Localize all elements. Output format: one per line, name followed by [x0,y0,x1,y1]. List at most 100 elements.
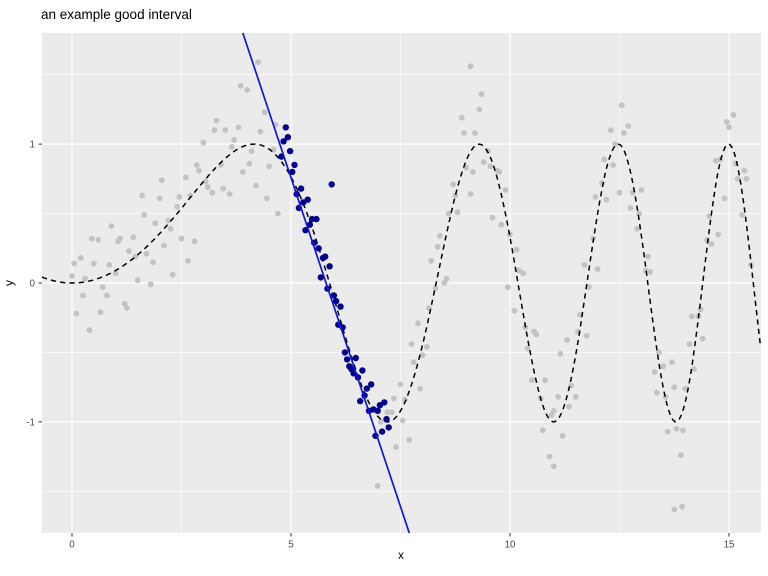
background-points [583,332,590,339]
background-points [721,195,728,202]
background-points [80,292,86,299]
background-points [603,196,610,203]
interval-points [374,407,381,414]
background-points [502,187,509,193]
background-points [176,194,183,200]
background-points [662,394,669,400]
background-points [169,271,176,278]
background-points [478,91,485,97]
background-points [220,185,227,192]
background-points [419,352,426,359]
background-points [504,284,511,291]
background-points [402,396,408,403]
interval-points [317,274,324,281]
background-points [71,260,78,267]
background-points [458,114,465,121]
background-points [428,257,435,264]
background-points [529,377,535,384]
background-points [191,238,198,245]
background-points [686,341,693,347]
background-points [636,210,643,217]
background-points [69,273,75,279]
background-points [415,320,421,327]
background-points [452,192,459,199]
background-points [86,327,93,334]
background-points [410,359,417,366]
background-points [185,257,192,264]
x-tick-label: 0 [69,540,75,551]
background-points [443,275,450,282]
background-points [647,269,654,275]
background-points [134,277,141,284]
background-points [642,267,649,274]
interval-points [363,385,370,392]
background-points [156,195,163,202]
axis-ticks: 0 5 10 15 -1 0 1 [26,140,735,551]
background-points [723,119,730,125]
background-points [612,141,618,148]
background-points [384,409,391,416]
background-points [542,377,548,384]
background-points [88,235,95,242]
background-points [515,267,522,274]
background-points [467,63,474,70]
background-points [469,169,476,175]
background-points [141,212,148,218]
background-points [548,412,555,418]
background-points [616,189,623,196]
interval-points [326,263,333,270]
background-points [73,310,80,317]
background-points [161,242,167,249]
background-points [651,369,658,375]
background-points [244,87,251,93]
interval-points [381,399,388,406]
background-points [130,234,137,241]
background-points [450,181,456,188]
background-points [618,102,625,109]
background-points [540,427,546,434]
background-points [399,417,406,424]
background-points [520,270,527,277]
chart-title: an example good interval [41,7,192,22]
background-points [388,409,395,416]
background-points [235,124,242,131]
background-points [82,275,88,282]
background-points [237,82,244,89]
background-points [174,203,181,210]
background-points [715,231,721,238]
background-points [91,260,97,267]
background-points [673,425,680,432]
background-points [261,109,268,116]
background-points [406,437,413,443]
background-points [393,444,399,450]
background-points [664,428,671,435]
background-points [445,210,452,217]
background-points [638,187,645,193]
background-points [601,156,608,163]
background-points [645,253,651,260]
interval-points [291,161,298,169]
interval-points [286,147,294,155]
x-tick-label: 15 [724,540,735,551]
background-points [472,130,478,136]
background-points [417,385,424,392]
background-points [496,169,502,175]
background-points [550,463,557,470]
background-points [677,452,684,459]
background-points [183,174,189,181]
background-points [546,453,553,460]
background-points [531,328,537,335]
interval-points [313,215,320,223]
background-points [374,482,381,489]
background-points [209,189,216,196]
interval-points [330,292,338,299]
interval-points [332,297,340,305]
background-points [461,130,467,136]
background-points [150,259,156,266]
interval-points [308,215,316,223]
background-points [599,180,605,186]
background-points [671,506,678,513]
interval-points [280,138,287,145]
background-points [187,192,194,199]
background-points [594,266,601,272]
